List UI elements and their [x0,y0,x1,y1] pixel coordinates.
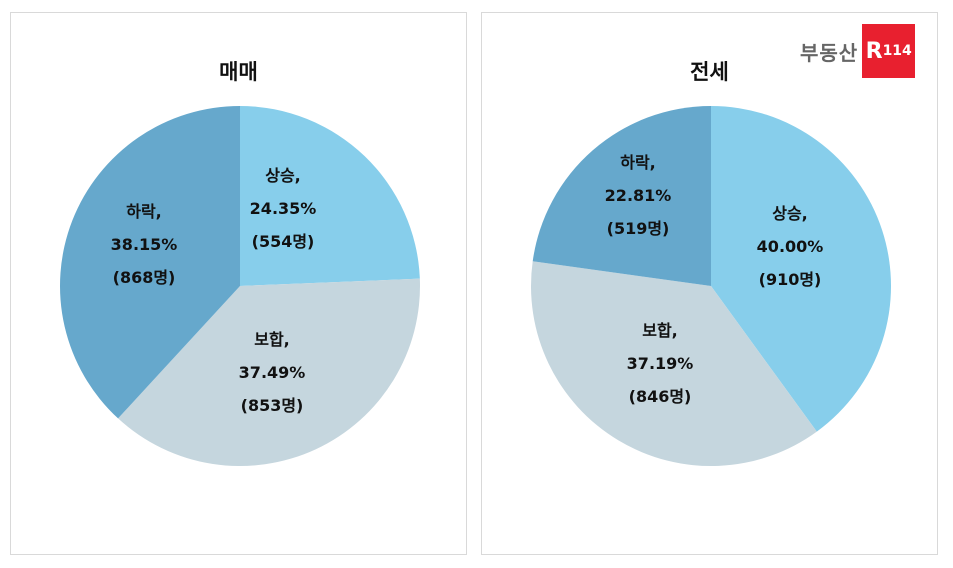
label-name: 보합, [254,330,290,349]
label-pct: 24.35% [249,199,317,218]
pie-chart-jeonse [531,106,891,467]
pie-slice-down [532,106,711,286]
chart-title: 전세 [690,60,729,84]
pie-slice-flat [118,278,421,466]
label-pct: 37.49% [238,363,306,382]
logo-badge: R 114 [862,24,916,78]
label-name: 하락, [126,202,162,221]
label-count: (554명) [251,232,315,251]
slice-label-up: 상승, 40.00% (910명) [730,197,850,296]
slice-label-flat: 보합, 37.49% (853명) [212,323,332,422]
pie-slice-up [711,106,891,432]
chart-panel-jeonse: 전세 상승, 40.00% (910명) 보합, 37.19% (846명) 하… [481,12,938,555]
label-pct: 37.19% [626,354,694,373]
pie-slice-up [240,106,420,286]
logo-badge-letter: R [865,38,883,64]
label-pct: 40.00% [756,237,824,256]
label-pct: 38.15% [110,235,178,254]
slice-label-down: 하락, 22.81% (519명) [578,146,698,245]
slice-label-flat: 보합, 37.19% (846명) [600,314,720,413]
label-name: 하락, [620,153,656,172]
slice-label-up: 상승, 24.35% (554명) [223,159,343,258]
pie-slice-flat [531,261,817,467]
chart-title: 매매 [219,60,258,84]
label-name: 상승, [772,204,808,223]
pie-chart-sale [59,106,421,466]
slice-label-down: 하락, 38.15% (868명) [84,195,204,294]
label-name: 보합, [642,321,678,340]
label-name: 상승, [265,166,301,185]
chart-panel-sale: 매매 상승, 24.35% (554명) 보합, 37.49% (853명) 하… [10,12,467,555]
label-count: (846명) [628,387,692,406]
label-count: (910명) [758,270,822,289]
r114-logo: 부동산 R 114 [800,24,916,78]
logo-text: 부동산 [800,40,859,65]
label-pct: 22.81% [604,186,672,205]
pie-slice-down [59,106,240,419]
label-count: (868명) [112,268,176,287]
label-count: (519명) [606,219,670,238]
label-count: (853명) [240,396,304,415]
logo-badge-number: 114 [882,43,912,59]
